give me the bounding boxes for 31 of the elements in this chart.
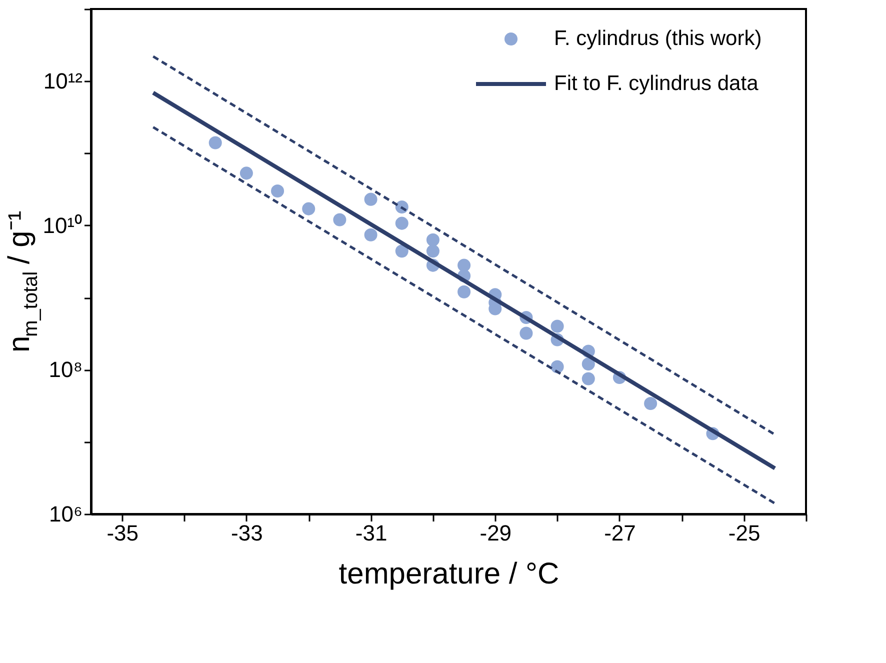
legend-label: F. cylindrus (this work) bbox=[554, 27, 762, 50]
y-tick-label: 10¹² bbox=[43, 68, 82, 94]
x-tick-label: -35 bbox=[106, 520, 138, 546]
point bbox=[364, 228, 378, 242]
y-tick-label: 10⁸ bbox=[48, 357, 82, 382]
point bbox=[644, 397, 658, 410]
legend-label: Fit to F. cylindrus data bbox=[554, 72, 759, 95]
point bbox=[208, 136, 222, 150]
x-tick-label: -33 bbox=[231, 520, 263, 546]
point bbox=[271, 184, 284, 198]
point bbox=[395, 244, 408, 258]
x-tick-label: -31 bbox=[355, 520, 388, 546]
y-axis-title: nm_total / g⁻¹ bbox=[3, 210, 42, 352]
point bbox=[458, 285, 471, 298]
point bbox=[240, 166, 253, 180]
point bbox=[520, 326, 533, 340]
x-tick-label: -25 bbox=[728, 520, 760, 546]
y-tick-label: 10¹⁰ bbox=[42, 212, 82, 238]
x-axis-title: temperature / °C bbox=[338, 558, 560, 590]
point bbox=[395, 216, 408, 230]
point bbox=[582, 372, 595, 386]
point bbox=[550, 320, 564, 333]
point bbox=[582, 357, 595, 371]
point bbox=[426, 233, 440, 246]
x-tick-label: -29 bbox=[480, 520, 512, 546]
point bbox=[364, 192, 378, 206]
x-tick-label: -27 bbox=[604, 520, 636, 546]
point bbox=[302, 202, 316, 216]
point bbox=[333, 213, 346, 226]
point bbox=[426, 244, 440, 258]
y-tick-label: 10⁶ bbox=[48, 502, 82, 526]
